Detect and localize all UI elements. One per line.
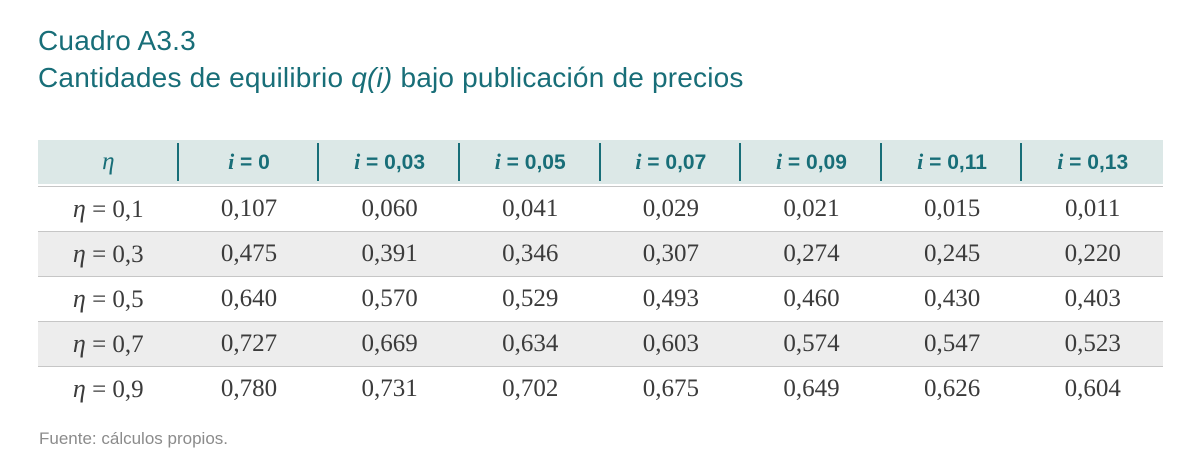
- table-row: η = 0,3 0,475 0,391 0,346 0,307 0,274 0,245 0,2…: [38, 231, 1163, 276]
- math-symbol: i: [775, 149, 783, 174]
- value-cell: 0,603: [600, 321, 742, 366]
- value-cell: 0,391: [319, 231, 460, 276]
- cell-text: = 0,5: [85, 286, 144, 313]
- value-cell: 0,669: [319, 321, 460, 366]
- math-symbol: i: [917, 149, 924, 174]
- cell-text: = 0,9: [85, 376, 144, 403]
- row-label: η = 0,1: [38, 186, 179, 231]
- table-title: Cantidades de equilibrio q(i) bajo publi…: [38, 59, 1163, 96]
- value-cell: 0,626: [881, 366, 1023, 411]
- value-cell: 0,041: [459, 186, 601, 231]
- value-cell: 0,346: [459, 231, 601, 276]
- value-cell: 0,727: [178, 321, 320, 366]
- value-cell: 0,015: [881, 186, 1023, 231]
- value-cell: 0,634: [459, 321, 601, 366]
- value-cell: 0,245: [881, 231, 1023, 276]
- table-title-suffix: bajo publicación de precios: [392, 62, 744, 93]
- value-cell: 0,107: [178, 186, 320, 231]
- value-cell: 0,547: [881, 321, 1023, 366]
- value-cell: 0,675: [600, 366, 742, 411]
- math-symbol: i: [494, 149, 501, 174]
- title-block: Cuadro A3.3 Cantidades de equilibrio q(i…: [38, 22, 1163, 96]
- table-row: η = 0,9 0,780 0,731 0,702 0,675 0,649 0,626 0,6…: [38, 366, 1163, 411]
- column-header: η: [38, 140, 179, 186]
- cell-text: = 0,13: [1063, 151, 1129, 174]
- table-title-math-term: q(i): [351, 62, 393, 93]
- value-cell: 0,570: [319, 276, 460, 321]
- cell-text: = 0,09: [782, 151, 847, 174]
- value-cell: 0,029: [600, 186, 742, 231]
- value-cell: 0,430: [881, 276, 1023, 321]
- value-cell: 0,574: [741, 321, 882, 366]
- cell-text: = 0,05: [500, 151, 566, 174]
- value-cell: 0,403: [1022, 276, 1163, 321]
- value-cell: 0,475: [178, 231, 320, 276]
- table-title-prefix: Cantidades de equilibrio: [38, 62, 352, 93]
- value-cell: 0,274: [741, 231, 882, 276]
- source-note: Fuente: cálculos propios.: [39, 429, 228, 448]
- cell-text: = 0,03: [360, 151, 426, 174]
- cell-text: = 0,07: [641, 151, 707, 174]
- value-cell: 0,060: [319, 186, 460, 231]
- math-symbol: η: [72, 194, 86, 223]
- column-header: i = 0,09: [741, 140, 882, 186]
- row-label: η = 0,9: [38, 366, 179, 411]
- row-label: η = 0,3: [38, 231, 179, 276]
- table-row: η = 0,5 0,640 0,570 0,529 0,493 0,460 0,430 0,4…: [38, 276, 1163, 321]
- column-header: i = 0: [178, 140, 320, 186]
- math-symbol: i: [1057, 149, 1064, 174]
- column-header: i = 0,13: [1022, 140, 1163, 186]
- value-cell: 0,780: [178, 366, 320, 411]
- math-symbol: i: [228, 149, 235, 174]
- value-cell: 0,011: [1022, 186, 1163, 231]
- table-row: η = 0,1 0,107 0,060 0,041 0,029 0,021 0,015 0,0…: [38, 186, 1163, 231]
- math-symbol: η: [72, 239, 86, 268]
- value-cell: 0,702: [459, 366, 601, 411]
- math-symbol: η: [72, 374, 86, 403]
- row-label: η = 0,7: [38, 321, 179, 366]
- value-cell: 0,731: [319, 366, 460, 411]
- table-row: η = 0,7 0,727 0,669 0,634 0,603 0,574 0,547 0,5…: [38, 321, 1163, 366]
- value-cell: 0,604: [1022, 366, 1163, 411]
- value-cell: 0,460: [741, 276, 882, 321]
- math-symbol: η: [102, 148, 115, 175]
- math-symbol: η: [72, 284, 86, 313]
- math-symbol: i: [635, 149, 642, 174]
- value-cell: 0,021: [741, 186, 882, 231]
- table-body: η = 0,1 0,107 0,060 0,041 0,029 0,021 0,015 0,0…: [38, 186, 1163, 411]
- value-cell: 0,220: [1022, 231, 1163, 276]
- value-cell: 0,523: [1022, 321, 1163, 366]
- cell-text: = 0,3: [85, 241, 144, 268]
- cell-text: = 0,7: [85, 331, 144, 358]
- cell-text: = 0: [234, 151, 270, 174]
- value-cell: 0,307: [600, 231, 742, 276]
- column-header: i = 0,07: [600, 140, 742, 186]
- math-symbol: η: [72, 329, 86, 358]
- math-symbol: i: [354, 149, 361, 174]
- value-cell: 0,493: [600, 276, 742, 321]
- row-label: η = 0,5: [38, 276, 179, 321]
- table-number: Cuadro A3.3: [38, 25, 196, 56]
- column-header: i = 0,11: [881, 140, 1023, 186]
- value-cell: 0,640: [178, 276, 320, 321]
- cell-text: = 0,11: [923, 151, 987, 174]
- value-cell: 0,529: [459, 276, 601, 321]
- value-cell: 0,649: [741, 366, 882, 411]
- cell-text: = 0,1: [85, 196, 144, 223]
- column-header: i = 0,03: [319, 140, 460, 186]
- column-header: i = 0,05: [459, 140, 601, 186]
